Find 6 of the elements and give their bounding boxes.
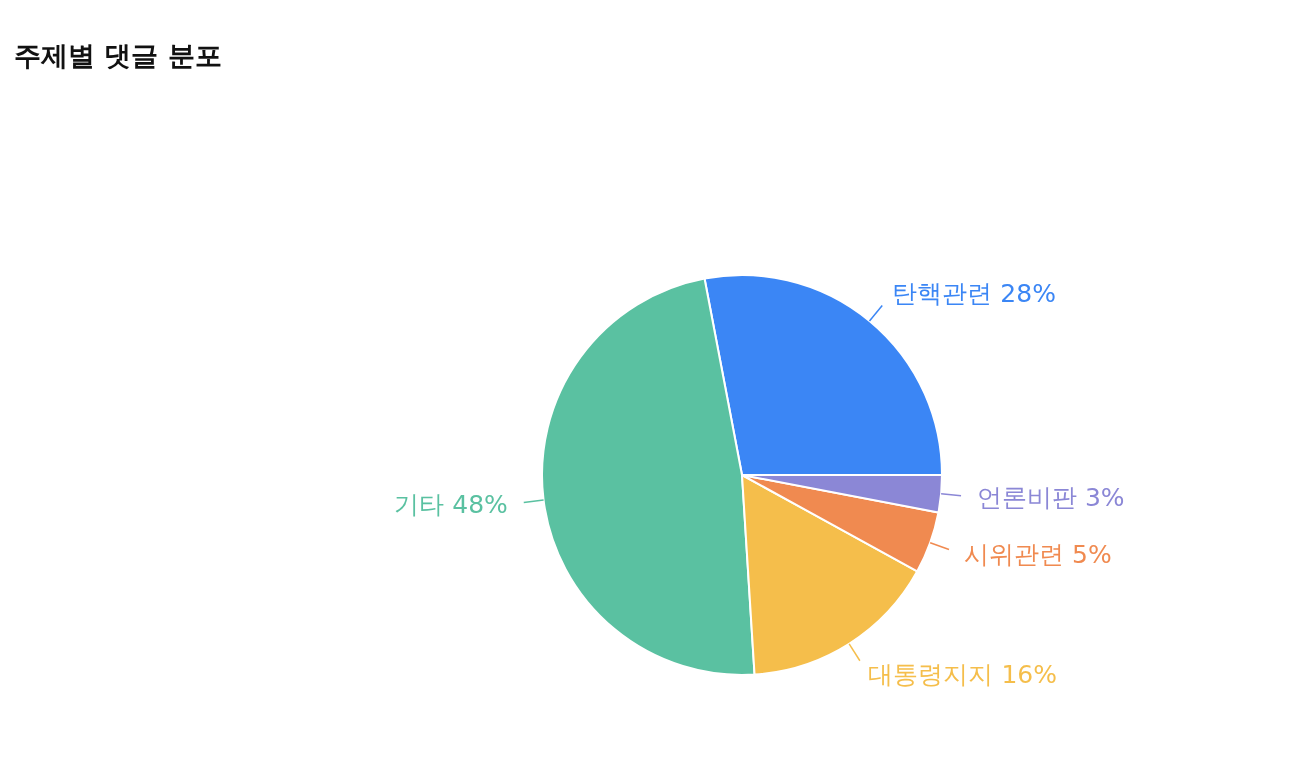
slice-label: 탄핵관련 28%	[892, 278, 1056, 308]
slice-label: 기타 48%	[394, 490, 508, 520]
slice-label: 언론비판 3%	[976, 482, 1125, 512]
text: 주제별 댓글 분포	[14, 39, 222, 73]
slice-label: 대통령지지 16%	[868, 659, 1057, 689]
slice-label: 시위관련 5%	[964, 540, 1112, 570]
